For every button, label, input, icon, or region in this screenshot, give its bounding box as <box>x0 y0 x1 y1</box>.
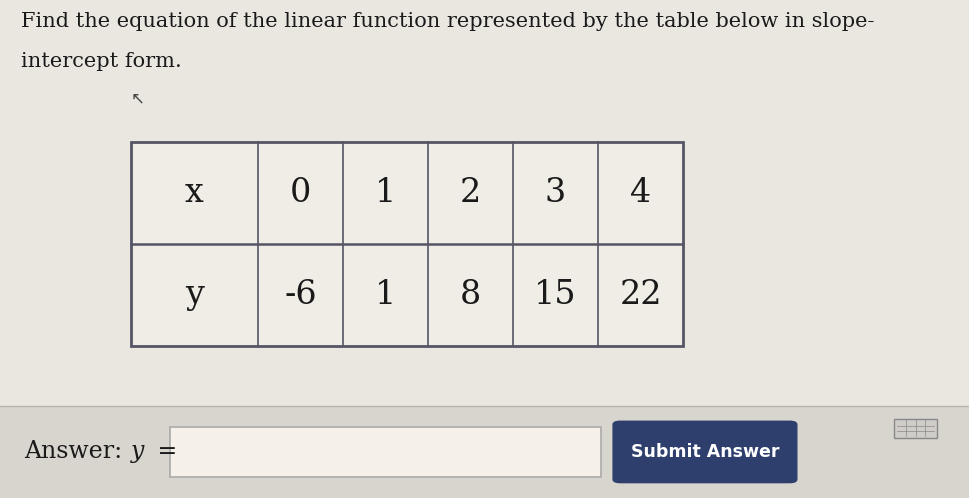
Text: 3: 3 <box>545 177 566 209</box>
Text: -6: -6 <box>284 279 317 311</box>
FancyBboxPatch shape <box>894 419 937 438</box>
Text: 4: 4 <box>630 177 651 209</box>
Text: x: x <box>185 177 203 209</box>
Text: 1: 1 <box>375 279 396 311</box>
Text: Submit Answer: Submit Answer <box>631 443 779 461</box>
Text: 0: 0 <box>290 177 311 209</box>
Text: y: y <box>131 440 144 464</box>
Text: intercept form.: intercept form. <box>21 52 182 71</box>
FancyBboxPatch shape <box>131 142 683 346</box>
FancyBboxPatch shape <box>170 427 601 477</box>
FancyBboxPatch shape <box>612 420 797 483</box>
Text: Answer:: Answer: <box>24 440 130 464</box>
Text: 22: 22 <box>619 279 662 311</box>
Text: 15: 15 <box>534 279 577 311</box>
Text: 8: 8 <box>460 279 482 311</box>
Text: ↖: ↖ <box>131 90 144 108</box>
Text: 2: 2 <box>460 177 482 209</box>
Text: Find the equation of the linear function represented by the table below in slope: Find the equation of the linear function… <box>21 12 875 31</box>
Bar <box>0 406 969 498</box>
Text: =: = <box>150 440 177 464</box>
Text: 1: 1 <box>375 177 396 209</box>
Text: y: y <box>185 279 203 311</box>
